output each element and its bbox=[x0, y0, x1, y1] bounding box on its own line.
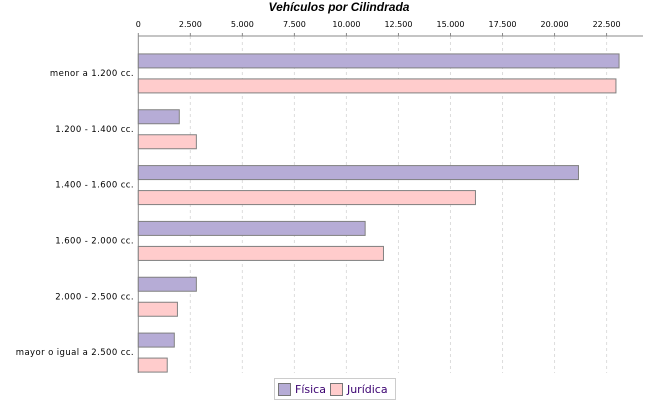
bar-juridica bbox=[137, 134, 197, 150]
tick-label: 2.500 bbox=[179, 20, 202, 29]
legend-swatch bbox=[278, 382, 291, 396]
tick-label: 20.000 bbox=[541, 20, 569, 29]
tick-label: 10.000 bbox=[332, 20, 360, 29]
category-label: 1.600 - 2.000 cc. bbox=[55, 236, 134, 246]
bar-fisica bbox=[137, 109, 180, 125]
legend-item-fisica: Física bbox=[278, 382, 326, 396]
chart-title: Vehículos por Cilindrada bbox=[268, 0, 410, 14]
category-label: menor a 1.200 cc. bbox=[50, 69, 134, 79]
bar-fisica bbox=[137, 165, 579, 181]
bar-fisica bbox=[137, 220, 366, 236]
legend: Física Jurídica bbox=[274, 378, 396, 400]
bar-juridica bbox=[137, 357, 168, 373]
tick-label: 7.500 bbox=[283, 20, 306, 29]
tick-label: 12.500 bbox=[384, 20, 412, 29]
bar-fisica bbox=[137, 53, 620, 69]
tick-label: 0 bbox=[136, 20, 141, 29]
bar-juridica bbox=[137, 78, 617, 94]
category-label: 1.400 - 1.600 cc. bbox=[55, 181, 134, 191]
tick-label: 5.000 bbox=[231, 20, 254, 29]
category-label: mayor o igual a 2.500 cc. bbox=[16, 348, 134, 358]
bar-fisica bbox=[137, 332, 175, 348]
bar-juridica bbox=[137, 190, 476, 206]
bar-juridica bbox=[137, 301, 178, 317]
category-label: 1.200 - 1.400 cc. bbox=[55, 125, 134, 135]
plot-area: 0 2.500 5.000 7.500 10.000 12.500 15.000 17.500… bbox=[16, 20, 643, 373]
category-label: 2.000 - 2.500 cc. bbox=[55, 292, 134, 302]
legend-label: Física bbox=[295, 382, 326, 396]
bar-juridica bbox=[137, 245, 384, 261]
legend-label: Jurídica bbox=[346, 382, 388, 396]
tick-label: 22.500 bbox=[593, 20, 621, 29]
tick-label: 17.500 bbox=[489, 20, 517, 29]
legend-item-juridica: Jurídica bbox=[329, 382, 388, 396]
tick-label: 15.000 bbox=[436, 20, 464, 29]
bar-fisica bbox=[137, 276, 197, 292]
legend-swatch bbox=[329, 382, 343, 396]
